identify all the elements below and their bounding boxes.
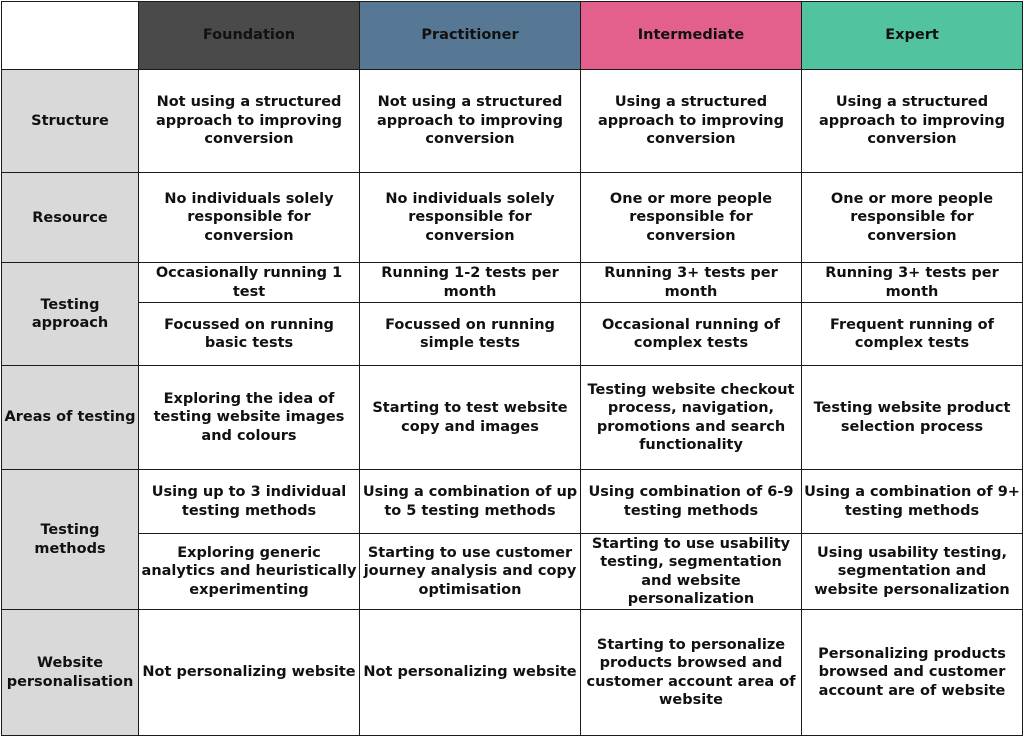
- cell-methods-type-intermediate: Starting to use usability testing, segme…: [580, 533, 802, 610]
- row-testing-approach-frequency: Testing approach Occasionally running 1 …: [1, 262, 1023, 366]
- row-testing-methods-type: Exploring generic analytics and heuristi…: [2, 533, 1023, 610]
- row-structure: Structure Not using a structured approac…: [1, 69, 1023, 173]
- cell-structure-intermediate: Using a structured approach to improving…: [580, 69, 802, 173]
- cell-resource-intermediate: One or more people responsible for conve…: [580, 172, 802, 263]
- header-practitioner: Practitioner: [359, 1, 581, 70]
- cell-approach-complexity-intermediate: Occasional running of complex tests: [580, 302, 802, 366]
- cell-resource-expert: One or more people responsible for conve…: [801, 172, 1023, 263]
- cell-approach-complexity-practitioner: Focussed on running simple tests: [359, 302, 581, 366]
- row-label-structure: Structure: [1, 69, 139, 173]
- cell-methods-type-practitioner: Starting to use customer journey analysi…: [359, 533, 581, 610]
- cell-approach-frequency-intermediate: Running 3+ tests per month: [580, 262, 802, 303]
- cell-methods-count-expert: Using a combination of 9+ testing method…: [801, 469, 1023, 534]
- row-testing-approach-complexity: Focussed on running basic tests Focussed…: [2, 302, 1023, 366]
- header-expert: Expert: [801, 1, 1023, 70]
- cell-approach-frequency-practitioner: Running 1-2 tests per month: [359, 262, 581, 303]
- cell-approach-frequency-foundation: Occasionally running 1 test: [138, 262, 360, 303]
- cell-methods-type-expert: Using usability testing, segmentation an…: [801, 533, 1023, 610]
- header-row: Foundation Practitioner Intermediate Exp…: [1, 1, 1023, 70]
- cell-personalisation-intermediate: Starting to personalize products browsed…: [580, 609, 802, 736]
- row-website-personalisation: Website personalisation Not personalizin…: [1, 609, 1023, 736]
- cell-personalisation-foundation: Not personalizing website: [138, 609, 360, 736]
- cell-areas-expert: Testing website product selection proces…: [801, 365, 1023, 470]
- header-intermediate: Intermediate: [580, 1, 802, 70]
- row-label-testing-methods: Testing methods: [1, 469, 139, 610]
- row-label-areas-of-testing: Areas of testing: [1, 365, 139, 470]
- cell-areas-intermediate: Testing website checkout process, naviga…: [580, 365, 802, 470]
- cell-areas-practitioner: Starting to test website copy and images: [359, 365, 581, 470]
- cell-personalisation-expert: Personalizing products browsed and custo…: [801, 609, 1023, 736]
- cell-methods-count-foundation: Using up to 3 individual testing methods: [138, 469, 360, 534]
- cell-approach-complexity-expert: Frequent running of complex tests: [801, 302, 1023, 366]
- row-resource: Resource No individuals solely responsib…: [1, 172, 1023, 263]
- cell-resource-practitioner: No individuals solely responsible for co…: [359, 172, 581, 263]
- row-label-website-personalisation: Website personalisation: [1, 609, 139, 736]
- cell-methods-count-intermediate: Using combination of 6-9 testing methods: [580, 469, 802, 534]
- cell-methods-count-practitioner: Using a combination of up to 5 testing m…: [359, 469, 581, 534]
- header-foundation: Foundation: [138, 1, 360, 70]
- cell-resource-foundation: No individuals solely responsible for co…: [138, 172, 360, 263]
- cell-structure-expert: Using a structured approach to improving…: [801, 69, 1023, 173]
- row-label-resource: Resource: [1, 172, 139, 263]
- row-areas-of-testing: Areas of testing Exploring the idea of t…: [1, 365, 1023, 470]
- corner-cell: [1, 1, 139, 70]
- cell-methods-type-foundation: Exploring generic analytics and heuristi…: [138, 533, 360, 610]
- cell-approach-complexity-foundation: Focussed on running basic tests: [138, 302, 360, 366]
- row-label-testing-approach: Testing approach: [1, 262, 139, 366]
- row-testing-methods-count: Testing methods Using up to 3 individual…: [1, 469, 1023, 610]
- cell-structure-practitioner: Not using a structured approach to impro…: [359, 69, 581, 173]
- cell-structure-foundation: Not using a structured approach to impro…: [138, 69, 360, 173]
- cell-personalisation-practitioner: Not personalizing website: [359, 609, 581, 736]
- cell-approach-frequency-expert: Running 3+ tests per month: [801, 262, 1023, 303]
- cell-areas-foundation: Exploring the idea of testing website im…: [138, 365, 360, 470]
